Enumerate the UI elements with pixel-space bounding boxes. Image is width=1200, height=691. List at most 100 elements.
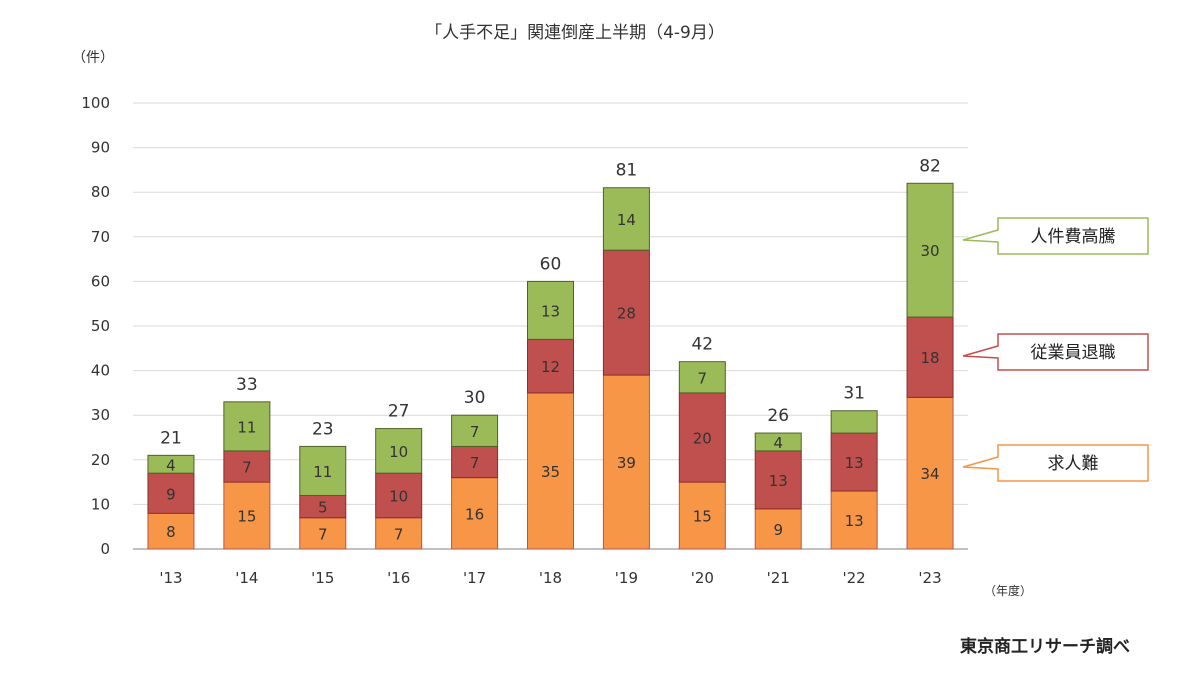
bar-segment-求人難 [299, 517, 347, 550]
segment-value-label: 39 [617, 454, 636, 472]
legend-label: 従業員退職 [1031, 343, 1116, 363]
segment-value-label: 34 [920, 465, 939, 483]
y-tick-label: 90 [91, 139, 110, 157]
x-axis-unit: （年度） [984, 583, 1032, 598]
segment-value-label: 4 [773, 434, 783, 452]
y-tick-label: 100 [81, 94, 110, 112]
bars: 8 9 4 21 15 7 11 33 7 5 11 23 7 10 10 27 16 7 7 30 35 12 13 60 3… [147, 156, 954, 550]
segment-value-label: 4 [166, 456, 176, 474]
segment-value-label: 7 [470, 454, 480, 472]
bar-segment-人件費高騰 [527, 280, 574, 340]
x-tick-label: '16 [387, 569, 410, 587]
bar-total-label: 82 [919, 156, 941, 176]
bar-total-label: 30 [464, 388, 486, 408]
x-axis-ticks: '13 '14 '15 '16 '17 '18 '19 '20 '21 '22 '23 [159, 569, 941, 587]
segment-value-label: 7 [394, 525, 404, 543]
segment-value-label: 30 [920, 242, 939, 260]
y-tick-label: 70 [91, 228, 110, 246]
bar-segment-人件費高騰 [830, 410, 878, 434]
x-tick-label: '19 [615, 569, 638, 587]
y-tick-label: 40 [91, 362, 110, 380]
bar-segment-求人難 [147, 512, 195, 550]
legend-callout-従業員退職 [962, 333, 1149, 371]
y-axis-ticks: 0 10 20 30 40 50 60 70 80 90 100 [81, 94, 110, 558]
x-tick-label: '13 [159, 569, 182, 587]
segment-value-label: 7 [470, 423, 480, 441]
bar-total-label: 60 [540, 254, 562, 274]
legend-label: 人件費高騰 [1031, 227, 1116, 247]
bar-total-label: 42 [691, 335, 713, 355]
bar-segment-従業員退職 [147, 472, 195, 514]
y-tick-label: 30 [91, 406, 110, 424]
bar-segment-求人難 [754, 508, 802, 550]
bar-segment-人件費高騰 [375, 428, 423, 474]
x-tick-label: '23 [918, 569, 941, 587]
segment-value-label: 7 [698, 369, 708, 387]
segment-value-label: 11 [313, 463, 332, 481]
segment-value-label: 16 [465, 505, 484, 523]
x-tick-label: '14 [235, 569, 258, 587]
bar-segment-従業員退職 [830, 432, 878, 492]
bar-segment-人件費高騰 [754, 432, 802, 452]
bar-segment-従業員退職 [678, 392, 726, 483]
segment-value-label: 11 [237, 418, 256, 436]
bar-segment-人件費高騰 [223, 401, 271, 452]
x-tick-label: '22 [843, 569, 866, 587]
segment-value-label: 13 [541, 302, 560, 320]
bar-segment-求人難 [602, 374, 650, 550]
bar-segment-求人難 [830, 490, 878, 550]
segment-value-label: 20 [693, 430, 712, 448]
bar-segment-人件費高騰 [451, 414, 499, 447]
bar-segment-人件費高騰 [602, 187, 650, 251]
segment-value-label: 10 [389, 443, 408, 461]
bar-segment-求人難 [906, 396, 954, 550]
x-tick-label: '20 [691, 569, 714, 587]
bar-segment-求人難 [527, 392, 574, 550]
segment-value-label: 18 [920, 349, 939, 367]
segment-value-label: 13 [845, 454, 864, 472]
x-tick-label: '21 [767, 569, 790, 587]
bar-segment-人件費高騰 [299, 445, 347, 496]
segment-value-label: 35 [541, 463, 560, 481]
bar-segment-人件費高騰 [678, 361, 726, 394]
bar-total-label: 33 [236, 375, 258, 395]
segment-value-label: 10 [389, 487, 408, 505]
bar-total-label: 81 [616, 161, 638, 181]
segment-value-label: 7 [318, 525, 328, 543]
legend-callout-求人難 [962, 444, 1149, 482]
bar-segment-従業員退職 [223, 450, 271, 483]
x-tick-label: '15 [311, 569, 334, 587]
y-tick-label: 60 [91, 272, 110, 290]
bar-total-label: 21 [160, 428, 182, 448]
x-tick-label: '18 [539, 569, 562, 587]
bar-segment-従業員退職 [754, 450, 802, 510]
bar-segment-従業員退職 [451, 445, 499, 479]
segment-value-label: 13 [769, 472, 788, 490]
x-tick-label: '17 [463, 569, 486, 587]
y-tick-label: 20 [91, 451, 110, 469]
y-tick-label: 80 [91, 183, 110, 201]
segment-value-label: 12 [541, 358, 560, 376]
y-axis-unit: （件） [72, 50, 114, 66]
legend-callout-人件費高騰 [962, 217, 1149, 255]
segment-value-label: 5 [318, 499, 328, 517]
segment-value-label: 15 [693, 508, 712, 526]
bar-total-label: 27 [388, 402, 410, 422]
bar-segment-人件費高騰 [906, 182, 954, 318]
bar-segment-人件費高騰 [147, 454, 195, 474]
bar-segment-求人難 [375, 517, 423, 550]
bar-segment-従業員退職 [527, 338, 574, 394]
bar-segment-従業員退職 [375, 472, 423, 519]
y-tick-label: 50 [91, 317, 110, 335]
chart-title: 「人手不足」関連倒産上半期（4-9月） [425, 23, 725, 43]
segment-value-label: 9 [773, 521, 783, 539]
segment-value-label: 28 [617, 305, 636, 323]
bar-segment-求人難 [223, 481, 271, 550]
segment-value-label: 7 [242, 458, 252, 476]
legend-callouts: 求人難 従業員退職 人件費高騰 [962, 217, 1149, 482]
segment-value-label: 15 [237, 508, 256, 526]
legend-label: 求人難 [1048, 454, 1099, 474]
segment-value-label: 13 [845, 512, 864, 530]
bar-total-label: 23 [312, 419, 334, 439]
